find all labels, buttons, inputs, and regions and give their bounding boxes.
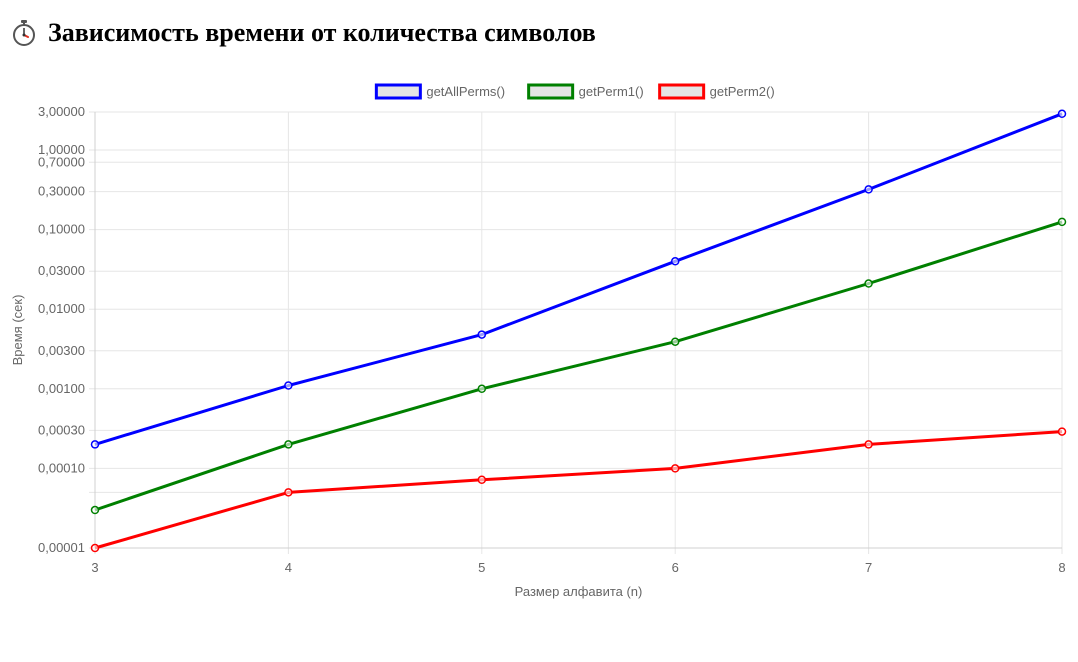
x-axis-title: Размер алфавита (n): [515, 584, 643, 599]
legend-item[interactable]: getAllPerms(): [374, 83, 505, 100]
y-tick-label: 1,00000: [38, 142, 85, 157]
data-point: [670, 464, 680, 473]
data-point: [477, 475, 487, 485]
y-tick-label: 3,00000: [38, 104, 85, 119]
y-tick-label: 0,10000: [38, 222, 85, 237]
page-header: Зависимость времени от количества символ…: [12, 18, 596, 48]
data-point: [864, 440, 873, 449]
series-line-2: [94, 430, 1063, 550]
data-point: [90, 505, 100, 515]
y-tick-label: 0,01000: [38, 301, 85, 316]
data-point: [1057, 427, 1067, 436]
legend-item[interactable]: getPerm2(): [658, 83, 775, 100]
x-tick-label: 7: [865, 560, 872, 575]
y-tick-label: 0,03000: [38, 263, 85, 278]
data-point: [284, 488, 293, 497]
series-line-0: [94, 112, 1063, 446]
legend-swatch: [527, 83, 575, 100]
y-tick-label: 0,00100: [38, 381, 85, 396]
data-point: [864, 185, 873, 194]
x-tick-label: 3: [91, 560, 98, 575]
legend-swatch: [658, 83, 706, 100]
legend-label: getPerm2(): [710, 84, 775, 99]
data-point: [90, 440, 100, 449]
series-layer: [90, 109, 1067, 553]
y-tick-label: 0,30000: [38, 184, 85, 199]
data-point: [670, 337, 680, 346]
x-tick-label: 4: [285, 560, 292, 575]
y-axis-title: Время (сек): [10, 295, 25, 366]
data-point: [477, 330, 487, 339]
legend: getAllPerms() getPerm1() getPerm2(): [374, 83, 775, 100]
data-point: [1057, 217, 1067, 227]
y-tick-label: 0,00001: [38, 540, 85, 555]
series-line-1: [94, 220, 1063, 512]
y-tick-label: 0,00010: [38, 460, 85, 475]
grid: [89, 111, 1063, 554]
y-tick-label: 0,70000: [38, 154, 85, 169]
y-tick-label: 0,00030: [38, 422, 85, 437]
data-point: [1057, 109, 1067, 119]
x-tick-label: 8: [1058, 560, 1065, 575]
legend-label: getPerm1(): [579, 84, 644, 99]
legend-item[interactable]: getPerm1(): [527, 83, 644, 100]
data-point: [284, 381, 293, 390]
legend-swatch: [374, 83, 422, 100]
data-point: [477, 384, 487, 394]
stopwatch-icon: [13, 20, 35, 46]
data-point: [284, 440, 293, 449]
data-point: [670, 257, 680, 266]
y-tick-label: 0,00300: [38, 343, 85, 358]
data-point: [90, 543, 100, 553]
data-point: [864, 279, 873, 288]
page-title: Зависимость времени от количества символ…: [48, 18, 596, 47]
x-tick-label: 5: [478, 560, 485, 575]
x-tick-label: 6: [672, 560, 679, 575]
legend-label: getAllPerms(): [426, 84, 505, 99]
